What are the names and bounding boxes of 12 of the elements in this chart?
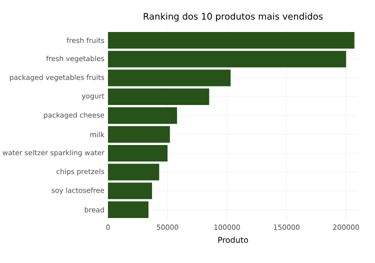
bar xyxy=(108,88,210,106)
bar xyxy=(108,70,231,86)
bar xyxy=(108,107,178,124)
bar xyxy=(108,50,346,68)
bar xyxy=(108,144,168,162)
bar xyxy=(108,126,170,143)
bar xyxy=(108,201,148,218)
bar xyxy=(108,32,354,49)
bar xyxy=(108,182,152,200)
x-axis-title: Produto xyxy=(218,236,248,243)
chart-title: Ranking dos 10 produtos mais vendidos xyxy=(144,12,323,22)
bar xyxy=(108,164,160,180)
